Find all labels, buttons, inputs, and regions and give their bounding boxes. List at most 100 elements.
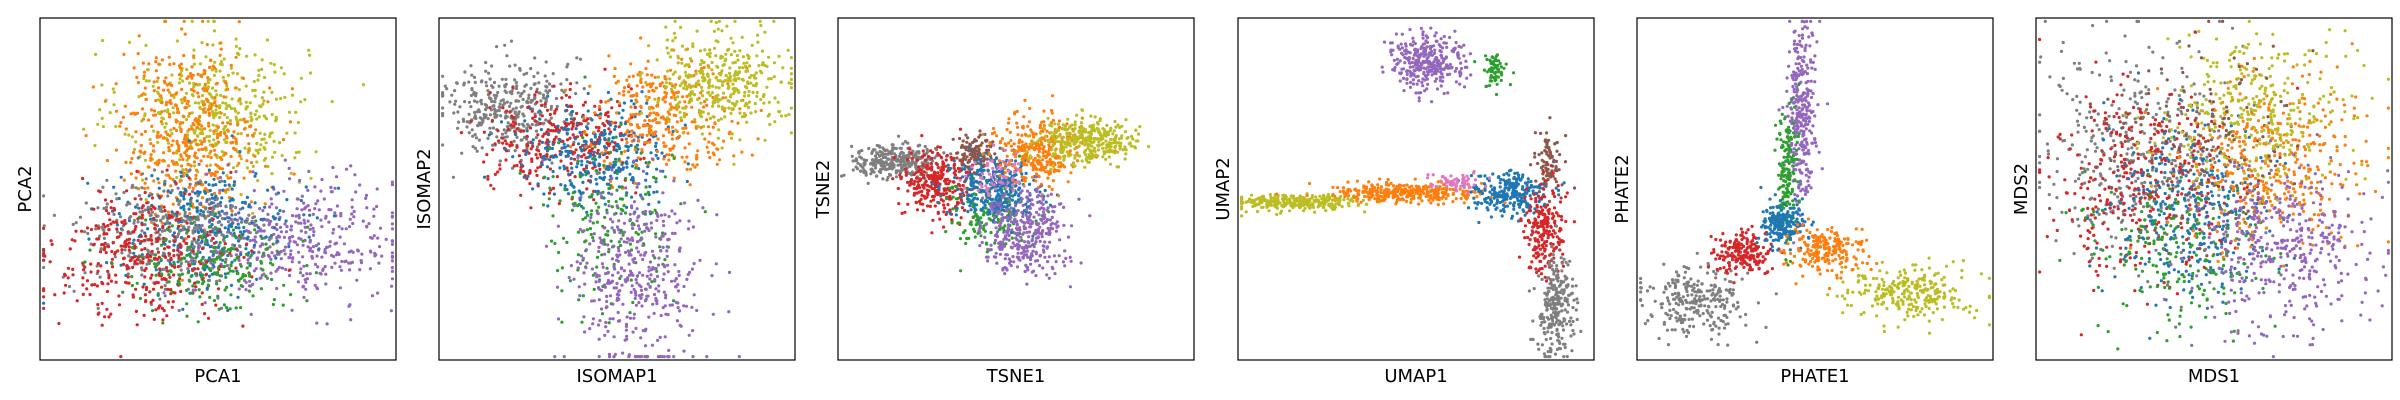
scatter-point (238, 207, 242, 211)
scatter-point (604, 272, 608, 276)
scatter-point (216, 132, 220, 136)
scatter-point (628, 117, 632, 121)
scatter-point (68, 247, 72, 251)
scatter-point (187, 127, 191, 132)
scatter-point (688, 270, 692, 274)
scatter-point (308, 238, 312, 242)
scatter-point (196, 91, 200, 95)
scatter-point (215, 81, 219, 85)
scatter-point (193, 288, 197, 292)
scatter-point (182, 256, 186, 260)
scatter-point (204, 146, 208, 150)
scatter-point (135, 169, 139, 173)
scatter-point (291, 256, 295, 260)
scatter-point (212, 299, 217, 303)
scatter-point (720, 146, 724, 150)
scatter-point (139, 197, 143, 201)
scatter-point (666, 270, 670, 274)
scatter-point (112, 90, 116, 94)
scatter-point (83, 230, 87, 234)
scatter-point (748, 64, 752, 68)
scatter-point (680, 57, 684, 61)
scatter-point (269, 61, 273, 65)
scatter-point (687, 219, 691, 223)
scatter-point (559, 82, 563, 86)
scatter-point (210, 196, 214, 200)
scatter-point (239, 264, 243, 268)
scatter-point (115, 220, 119, 224)
scatter-point (303, 98, 307, 102)
scatter-point (107, 315, 111, 319)
scatter-point (560, 320, 564, 324)
scatter-point (505, 115, 509, 119)
scatter-point (179, 129, 183, 134)
scatter-point (560, 289, 564, 293)
scatter-point (743, 90, 747, 94)
scatter-point (630, 129, 634, 133)
scatter-point (350, 205, 354, 209)
scatter-point (208, 188, 212, 193)
scatter-point (191, 288, 195, 292)
scatter-point (164, 122, 168, 126)
scatter-point (261, 209, 265, 213)
scatter-point (279, 96, 283, 101)
scatter-point (717, 86, 721, 90)
scatter-point (195, 168, 199, 172)
scatter-point (251, 216, 255, 220)
scatter-point (663, 265, 667, 269)
scatter-point (161, 321, 165, 325)
scatter-point (633, 181, 637, 185)
scatter-point (563, 145, 567, 149)
scatter-point (708, 51, 712, 55)
scatter-point (144, 177, 148, 181)
scatter-point (645, 73, 649, 77)
scatter-point (137, 215, 142, 219)
scatter-point (258, 276, 262, 280)
scatter-point (285, 225, 289, 229)
scatter-point (668, 102, 672, 106)
scatter-point (650, 73, 654, 77)
scatter-point (493, 172, 497, 176)
scatter-point (119, 231, 123, 235)
scatter-point (530, 157, 534, 161)
scatter-point (119, 175, 123, 179)
scatter-point (297, 213, 301, 217)
scatter-point (591, 322, 595, 326)
scatter-point (238, 118, 242, 122)
scatter-point (484, 103, 488, 107)
scatter-point (672, 355, 676, 359)
scatter-point (270, 155, 275, 159)
scatter-point (215, 111, 219, 116)
scatter-point (42, 265, 46, 270)
scatter-point (131, 183, 135, 187)
scatter-point (511, 155, 515, 159)
scatter-point (252, 79, 256, 84)
scatter-point (212, 177, 216, 181)
scatter-point (99, 264, 103, 268)
scatter-point (179, 206, 183, 210)
scatter-point (189, 204, 193, 208)
scatter-point (154, 218, 158, 222)
scatter-point (474, 94, 478, 98)
scatter-point (254, 267, 258, 271)
scatter-point (81, 292, 85, 296)
scatter-point (179, 127, 183, 131)
scatter-point (369, 250, 373, 254)
scatter-point (634, 134, 638, 138)
scatter-point (144, 79, 148, 83)
scatter-point (88, 248, 92, 252)
scatter-point (302, 218, 306, 222)
scatter-point (262, 75, 267, 80)
scatter-point (164, 213, 168, 217)
scatter-point (308, 53, 312, 57)
scatter-point (236, 72, 240, 76)
scatter-point (714, 76, 718, 80)
scatter-point (659, 237, 663, 241)
scatter-point (588, 154, 592, 158)
scatter-point (789, 106, 794, 110)
scatter-point (204, 88, 208, 92)
scatter-point (751, 90, 755, 94)
scatter-point (496, 129, 500, 133)
scatter-point (597, 274, 601, 278)
scatter-point (295, 243, 299, 247)
